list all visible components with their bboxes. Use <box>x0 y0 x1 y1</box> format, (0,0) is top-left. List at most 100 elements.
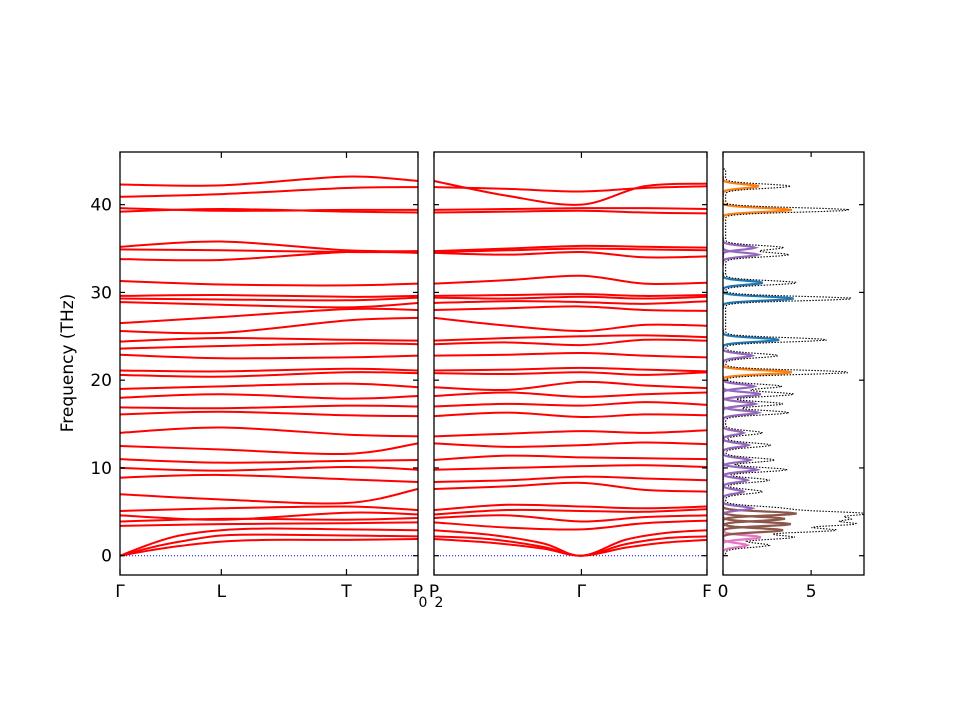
phonon-band-7 <box>119 466 419 472</box>
phonon-band-16 <box>433 366 708 373</box>
dos-curves <box>723 161 864 565</box>
phonon-band-1 <box>433 519 708 531</box>
y-tick-label: 0 <box>101 547 112 567</box>
x-tick-label: P <box>413 582 423 602</box>
phonon-band-20 <box>119 316 419 335</box>
band-panel-1 <box>119 151 419 576</box>
phonon-band-15 <box>433 371 708 376</box>
phonon-band-2 <box>119 516 419 523</box>
x-tick-label: Γ <box>115 582 125 602</box>
phonon-band-5 <box>433 481 708 493</box>
phonon-band-15 <box>119 371 419 378</box>
phonon-band-8 <box>433 454 708 462</box>
phonon-band-28 <box>433 244 708 253</box>
phonon-band-28 <box>119 240 419 253</box>
phonon-band-25 <box>119 280 419 287</box>
y-tick-label: 30 <box>90 283 112 303</box>
x-tick-label: P <box>429 582 439 602</box>
phonon-band-3 <box>433 508 708 516</box>
phonon-band-10 <box>433 429 708 438</box>
phonon-band-20 <box>433 316 708 333</box>
phonon-band-21 <box>119 307 419 325</box>
phonon-band-18 <box>119 342 419 350</box>
phonon-band-12 <box>119 404 419 410</box>
band-panel-2 <box>433 151 708 576</box>
y-tick-label: 10 <box>90 459 112 479</box>
phonon-band-24 <box>119 294 419 298</box>
x-tick-label: T <box>340 582 352 602</box>
phonon-band-5 <box>119 488 419 505</box>
partial-dos-peak <box>723 329 780 351</box>
phonon-band-8 <box>119 458 419 464</box>
phonon-band-13 <box>119 393 419 400</box>
phonon-band-16 <box>119 367 419 373</box>
x-tick-label: L <box>217 582 227 602</box>
total-dos-curve <box>723 161 864 565</box>
phonon-band-11 <box>119 410 419 418</box>
phonon-band-31 <box>119 186 419 198</box>
dos-panel <box>722 151 865 576</box>
dos-x-tick-label: 0 <box>718 582 729 602</box>
phonon-band-18 <box>433 338 708 347</box>
partial-dos-peak <box>723 199 792 221</box>
phonon-band-7 <box>433 464 708 471</box>
phonon-band-25 <box>433 274 708 286</box>
segment-subscript-label: 2 <box>435 595 444 611</box>
phonon-band-21 <box>433 305 708 312</box>
phonon-band-30 <box>433 207 708 211</box>
partial-dos-peak <box>723 345 756 367</box>
acoustic-band-3 <box>119 527 419 557</box>
partial-dos-peak <box>723 361 792 383</box>
phonon-band-29 <box>433 209 708 215</box>
phonon-band-32 <box>433 179 708 206</box>
y-tick-label: 40 <box>90 196 112 216</box>
phonon-band-3 <box>119 511 419 521</box>
phonon-band-6 <box>119 473 419 483</box>
phonon-band-1 <box>119 521 419 527</box>
y-tick-label: 20 <box>90 371 112 391</box>
x-tick-label: F <box>702 582 712 602</box>
acoustic-band-2 <box>119 533 419 557</box>
phonon-band-17 <box>433 351 708 359</box>
phonon-band-22 <box>119 301 419 309</box>
phonon-band-22 <box>433 300 708 305</box>
y-axis-label: Frequency (THz) <box>58 294 78 433</box>
phonon-band-11 <box>433 411 708 419</box>
phonon-band-10 <box>119 426 419 438</box>
phonon-band-9 <box>119 442 419 456</box>
phonon-band-13 <box>433 391 708 398</box>
phonon-band-4 <box>433 503 708 512</box>
phonon-band-19 <box>433 334 708 342</box>
phonon-band-31 <box>433 185 708 193</box>
segment-subscript-label: 0 <box>419 595 428 611</box>
phonon-band-27 <box>433 247 708 254</box>
phonon-band-2 <box>433 514 708 523</box>
axes-frame <box>119 151 419 576</box>
acoustic-band-1 <box>119 538 419 557</box>
x-tick-label: Γ <box>577 582 587 602</box>
partial-dos-peak <box>723 272 763 294</box>
phonon-band-23 <box>119 296 419 302</box>
phonon-band-12 <box>433 401 708 408</box>
phonon-band-17 <box>119 353 419 360</box>
phonon-band-32 <box>119 175 419 187</box>
phonon-band-19 <box>119 337 419 343</box>
dos-axes-frame <box>722 151 865 576</box>
phonon-band-24 <box>433 293 708 297</box>
partial-dos-peak <box>723 175 760 197</box>
phonon-band-30 <box>119 207 419 212</box>
acoustic-band-2 <box>433 535 708 557</box>
phonon-band-6 <box>433 475 708 483</box>
phonon-band-9 <box>433 441 708 448</box>
acoustic-band-3 <box>433 529 708 557</box>
phonon-band-14 <box>119 382 419 390</box>
phonon-band-26 <box>433 251 708 259</box>
phonon-band-14 <box>433 380 708 391</box>
axes-frame <box>433 151 708 576</box>
phonon-band-23 <box>433 295 708 300</box>
partial-dos-peak <box>723 434 752 456</box>
dos-x-tick-label: 5 <box>806 582 817 602</box>
partial-dos-peak <box>723 288 794 310</box>
